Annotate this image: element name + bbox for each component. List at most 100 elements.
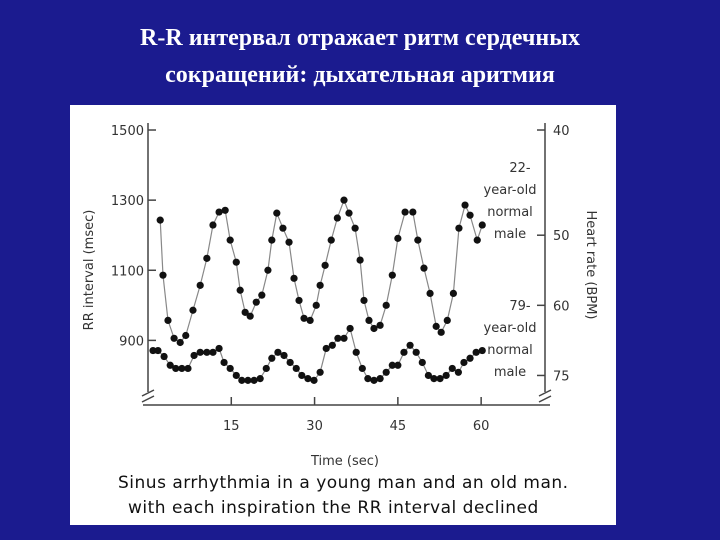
data-point xyxy=(160,352,168,361)
y-tick-label: 900 xyxy=(119,334,144,349)
series-annotation: year-old xyxy=(484,183,537,198)
data-point xyxy=(334,334,342,342)
data-point xyxy=(472,348,480,356)
data-point xyxy=(203,348,211,356)
data-point xyxy=(382,368,390,376)
data-point xyxy=(280,351,288,360)
data-point xyxy=(461,201,469,209)
data-point xyxy=(448,364,456,373)
data-point xyxy=(149,346,157,355)
data-point xyxy=(279,224,287,232)
data-point xyxy=(300,314,308,322)
data-point xyxy=(401,208,409,216)
data-point xyxy=(250,376,258,384)
data-point xyxy=(178,364,186,373)
data-point xyxy=(420,264,428,272)
data-point xyxy=(328,341,336,349)
data-point xyxy=(442,371,450,380)
data-point xyxy=(226,236,234,244)
data-point xyxy=(345,209,353,217)
y2-axis-label: Heart rate (BPM) xyxy=(583,211,598,320)
slide-title: R-R интервал отражает ритм сердечных xyxy=(140,25,580,51)
data-point xyxy=(262,364,270,373)
data-point xyxy=(232,258,240,266)
data-point xyxy=(295,296,303,305)
data-point xyxy=(298,371,306,380)
data-point xyxy=(268,236,276,244)
data-point xyxy=(321,261,329,269)
data-point xyxy=(196,348,204,356)
series-annotation: 79- xyxy=(509,299,531,314)
data-point xyxy=(316,281,324,289)
data-point xyxy=(232,371,240,380)
figure-panel xyxy=(70,105,616,525)
x-axis-label: Time (sec) xyxy=(310,454,379,469)
data-point xyxy=(306,316,314,325)
x-tick-label: 15 xyxy=(223,419,240,434)
y2-tick-label: 40 xyxy=(553,124,570,139)
data-point xyxy=(382,301,390,309)
data-point xyxy=(426,289,434,298)
data-point xyxy=(394,361,402,369)
data-point xyxy=(466,211,474,219)
data-point xyxy=(365,316,373,325)
y-tick-label: 1100 xyxy=(111,264,144,279)
data-point xyxy=(449,289,457,298)
data-point xyxy=(418,358,426,367)
data-point xyxy=(274,348,282,356)
data-point xyxy=(273,209,281,217)
data-point xyxy=(406,341,414,349)
data-point xyxy=(364,375,372,383)
y-tick-label: 1500 xyxy=(111,124,144,139)
data-point xyxy=(221,206,229,214)
data-point xyxy=(454,368,462,376)
y2-tick-label: 75 xyxy=(553,369,570,384)
series-annotation: normal xyxy=(487,343,533,358)
x-tick-label: 45 xyxy=(390,419,407,434)
data-point xyxy=(166,361,174,369)
data-point xyxy=(246,312,254,320)
y-axis-label: RR interval (msec) xyxy=(82,210,97,331)
axis-break xyxy=(141,389,155,397)
data-point xyxy=(376,375,384,383)
data-point xyxy=(203,254,211,262)
data-point xyxy=(340,196,348,204)
data-point xyxy=(285,238,293,246)
data-point xyxy=(466,354,474,362)
data-point xyxy=(424,371,432,380)
data-point xyxy=(473,236,481,244)
data-point xyxy=(340,334,348,342)
axis-break xyxy=(538,395,552,403)
data-point xyxy=(264,266,272,274)
data-point xyxy=(292,364,300,373)
data-point xyxy=(286,358,294,367)
y-tick-label: 1300 xyxy=(111,194,144,209)
data-point xyxy=(256,375,264,383)
data-point xyxy=(414,236,422,244)
data-point xyxy=(437,328,445,336)
caption: with each inspiration the RR interval de… xyxy=(128,498,539,518)
data-point xyxy=(310,376,318,384)
data-point xyxy=(436,375,444,383)
data-point xyxy=(184,364,192,373)
y2-tick-label: 50 xyxy=(553,229,570,244)
data-point xyxy=(346,324,354,333)
data-point xyxy=(312,301,320,309)
data-point xyxy=(215,208,223,216)
data-point xyxy=(209,348,217,356)
data-point xyxy=(290,274,298,282)
data-point xyxy=(176,338,184,347)
data-point xyxy=(356,256,364,264)
data-point xyxy=(409,208,417,216)
data-point xyxy=(215,344,223,353)
axis-break xyxy=(538,389,552,397)
slide-title: сокращений: дыхательная аритмия xyxy=(165,62,555,88)
data-point xyxy=(241,308,249,316)
data-point xyxy=(352,348,360,356)
data-point xyxy=(244,376,252,384)
data-point xyxy=(460,358,468,367)
data-point xyxy=(316,368,324,376)
series-annotation: normal xyxy=(487,205,533,220)
data-point xyxy=(388,361,396,369)
